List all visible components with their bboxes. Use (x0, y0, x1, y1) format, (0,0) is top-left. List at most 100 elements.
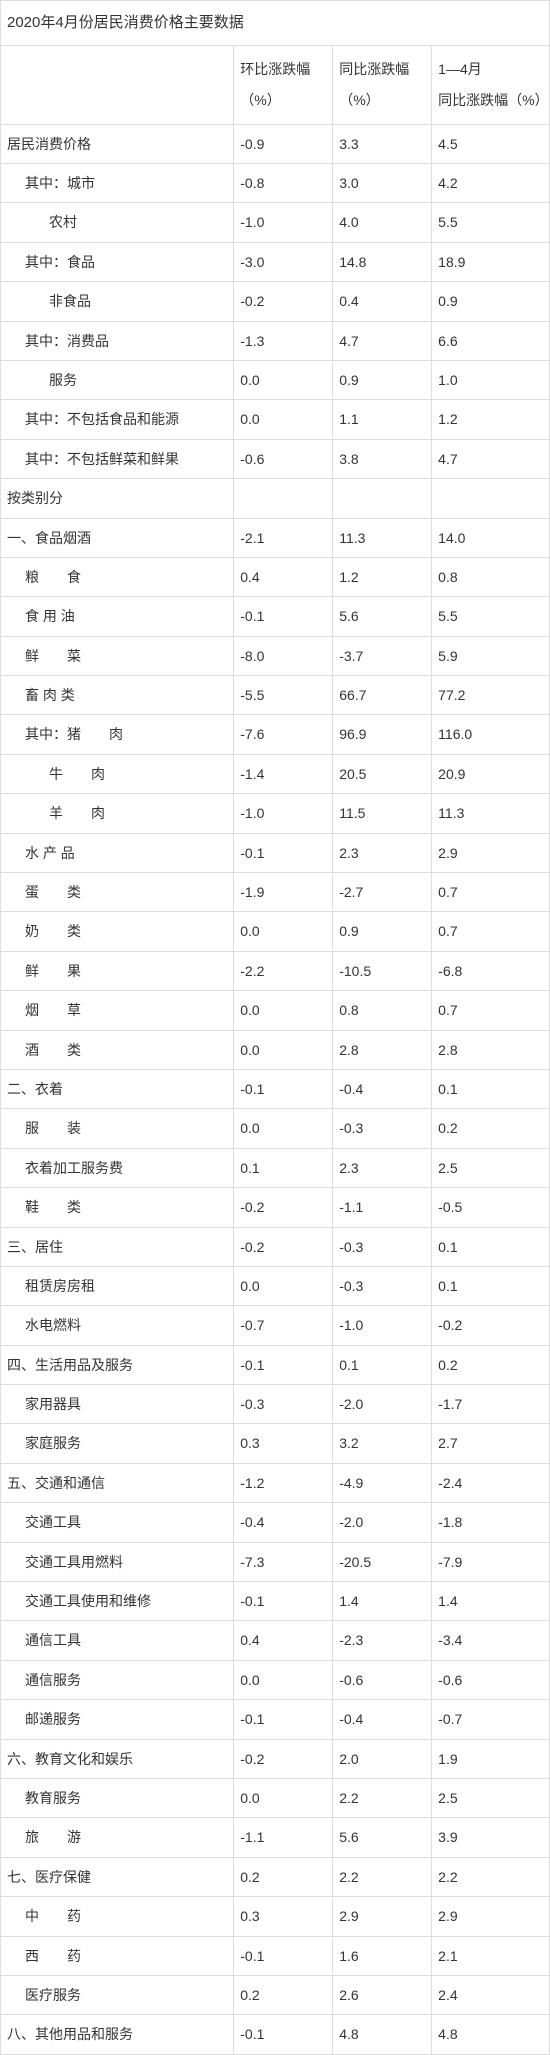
table-row: 八、其他用品和服务-0.14.84.8 (1, 2015, 550, 2054)
row-value: -0.4 (333, 1069, 432, 1108)
table-row: 烟 草0.00.80.7 (1, 991, 550, 1030)
row-value: -1.0 (333, 1306, 432, 1345)
table-row: 交通工具使用和维修-0.11.41.4 (1, 1582, 550, 1621)
row-label: 八、其他用品和服务 (1, 2015, 234, 2054)
row-value: -0.1 (234, 597, 333, 636)
row-value: 18.9 (432, 242, 550, 281)
table-row: 一、食品烟酒-2.111.314.0 (1, 518, 550, 557)
row-value: -2.0 (333, 1385, 432, 1424)
row-value: 2.4 (432, 1975, 550, 2014)
row-value: 2.1 (432, 1936, 550, 1975)
row-label: 五、交通和通信 (1, 1463, 234, 1502)
row-value: 1.2 (432, 400, 550, 439)
table-row: 服务0.00.91.0 (1, 360, 550, 399)
row-label: 牛 肉 (1, 754, 234, 793)
row-label: 衣着加工服务费 (1, 1148, 234, 1187)
table-row: 蛋 类-1.9-2.70.7 (1, 873, 550, 912)
row-label: 烟 草 (1, 991, 234, 1030)
row-value: -2.4 (432, 1463, 550, 1502)
row-value: -0.5 (432, 1188, 550, 1227)
row-value: 3.3 (333, 124, 432, 163)
row-value: -20.5 (333, 1542, 432, 1581)
row-value: 0.0 (234, 912, 333, 951)
table-row: 通信工具0.4-2.3-3.4 (1, 1621, 550, 1660)
row-value: -7.3 (234, 1542, 333, 1581)
row-value: 2.9 (432, 1897, 550, 1936)
row-label: 其中：不包括鲜菜和鲜果 (1, 439, 234, 478)
row-label: 一、食品烟酒 (1, 518, 234, 557)
row-value: -0.2 (234, 1227, 333, 1266)
row-value: -1.1 (333, 1188, 432, 1227)
row-value: -2.1 (234, 518, 333, 557)
table-row: 五、交通和通信-1.2-4.9-2.4 (1, 1463, 550, 1502)
row-value: -0.2 (234, 1188, 333, 1227)
row-value: 0.4 (234, 557, 333, 596)
row-value: -0.6 (432, 1660, 550, 1699)
row-value: -0.3 (333, 1227, 432, 1266)
row-label: 通信工具 (1, 1621, 234, 1660)
row-value: 4.8 (333, 2015, 432, 2054)
table-row: 其中：消费品-1.34.76.6 (1, 321, 550, 360)
header-yoy-line2: （%） (339, 92, 379, 108)
row-value: 14.0 (432, 518, 550, 557)
table-row: 羊 肉-1.011.511.3 (1, 794, 550, 833)
row-label: 二、衣着 (1, 1069, 234, 1108)
row-value: 4.7 (333, 321, 432, 360)
row-value: 0.0 (234, 360, 333, 399)
row-value (333, 479, 432, 518)
row-value: 3.0 (333, 163, 432, 202)
header-mom: 环比涨跌幅 （%） (234, 46, 333, 125)
table-row: 西 药-0.11.62.1 (1, 1936, 550, 1975)
row-value: 1.0 (432, 360, 550, 399)
table-row: 家用器具-0.3-2.0-1.7 (1, 1385, 550, 1424)
row-label: 租赁房房租 (1, 1266, 234, 1305)
table-row: 非食品-0.20.40.9 (1, 282, 550, 321)
table-row: 食 用 油-0.15.65.5 (1, 597, 550, 636)
table-row: 其中：城市-0.83.04.2 (1, 163, 550, 202)
row-value: 0.1 (432, 1266, 550, 1305)
table-row: 畜 肉 类-5.566.777.2 (1, 676, 550, 715)
row-value: 2.5 (432, 1148, 550, 1187)
row-value: 1.9 (432, 1739, 550, 1778)
row-value: -8.0 (234, 636, 333, 675)
table-row: 牛 肉-1.420.520.9 (1, 754, 550, 793)
row-label: 蛋 类 (1, 873, 234, 912)
row-value: -1.3 (234, 321, 333, 360)
header-mom-line2: （%） (240, 92, 280, 108)
row-value: 2.8 (432, 1030, 550, 1069)
table-title: 2020年4月份居民消费价格主要数据 (1, 1, 550, 46)
table-row: 三、居住-0.2-0.30.1 (1, 1227, 550, 1266)
row-label: 旅 游 (1, 1818, 234, 1857)
row-value (432, 479, 550, 518)
row-label: 邮递服务 (1, 1700, 234, 1739)
row-value: -0.3 (333, 1266, 432, 1305)
row-value: -0.6 (333, 1660, 432, 1699)
table-row: 七、医疗保健0.22.22.2 (1, 1857, 550, 1896)
row-label: 六、教育文化和娱乐 (1, 1739, 234, 1778)
row-value: 20.9 (432, 754, 550, 793)
row-value: -0.1 (234, 1582, 333, 1621)
row-value: -0.4 (234, 1503, 333, 1542)
row-value: 2.8 (333, 1030, 432, 1069)
row-label: 鞋 类 (1, 1188, 234, 1227)
row-value: -0.1 (234, 1345, 333, 1384)
row-value: -10.5 (333, 951, 432, 990)
table-row: 鲜 菜-8.0-3.75.9 (1, 636, 550, 675)
row-value: 5.6 (333, 1818, 432, 1857)
row-label: 七、医疗保健 (1, 1857, 234, 1896)
row-label: 鲜 菜 (1, 636, 234, 675)
row-value: 0.8 (333, 991, 432, 1030)
table-row: 中 药0.32.92.9 (1, 1897, 550, 1936)
row-value: 0.0 (234, 1779, 333, 1818)
row-label: 通信服务 (1, 1660, 234, 1699)
row-value: -1.8 (432, 1503, 550, 1542)
row-value: 20.5 (333, 754, 432, 793)
table-row: 水电燃料-0.7-1.0-0.2 (1, 1306, 550, 1345)
table-row: 其中：食品-3.014.818.9 (1, 242, 550, 281)
table-row: 交通工具用燃料-7.3-20.5-7.9 (1, 1542, 550, 1581)
row-value: -1.4 (234, 754, 333, 793)
table-row: 通信服务0.0-0.6-0.6 (1, 1660, 550, 1699)
row-value: -1.1 (234, 1818, 333, 1857)
row-value: 4.0 (333, 203, 432, 242)
cpi-data-table: 2020年4月份居民消费价格主要数据 环比涨跌幅 （%） 同比涨跌幅 （%） 1… (0, 0, 550, 2055)
